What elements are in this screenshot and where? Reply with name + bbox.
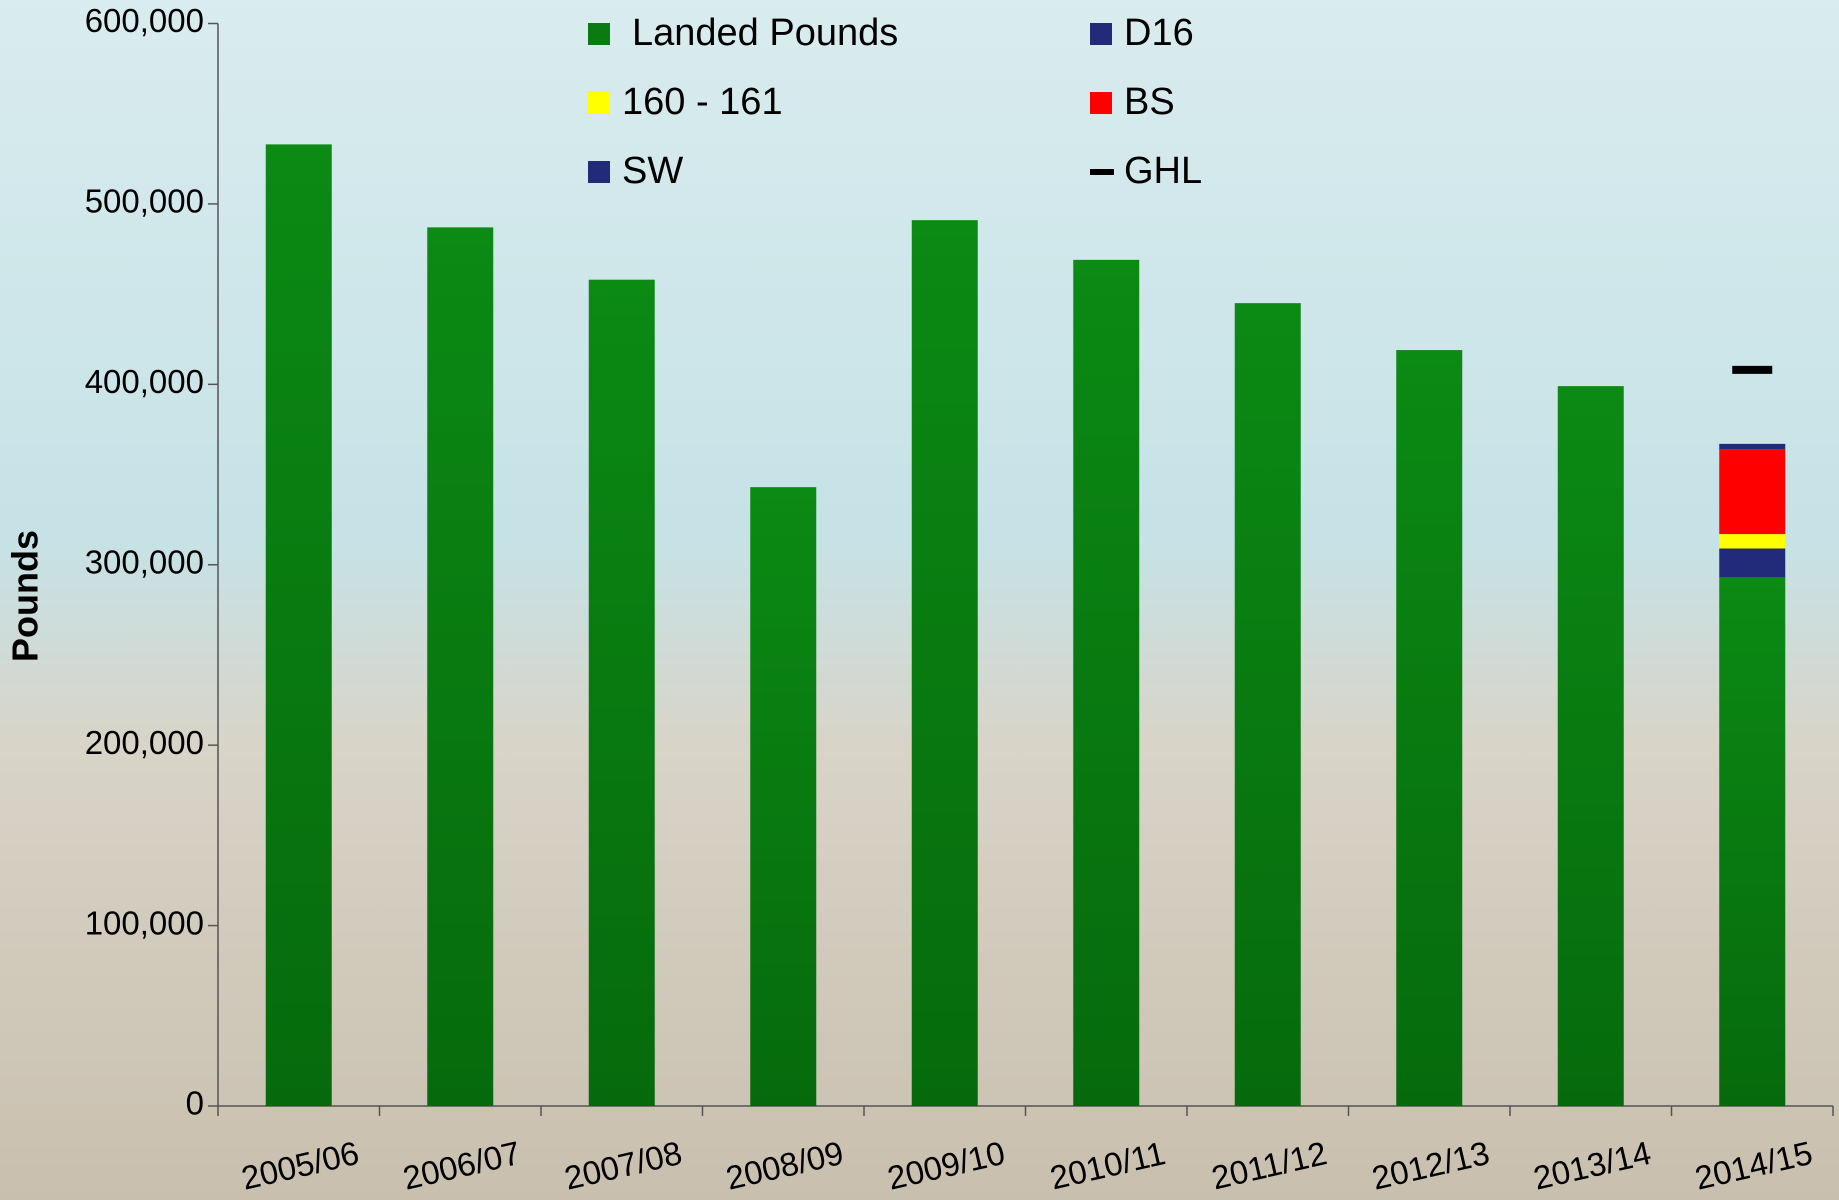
y-axis-title: Pounds bbox=[5, 530, 46, 662]
y-tick-label: 300,000 bbox=[85, 543, 204, 580]
bar-segment bbox=[427, 227, 494, 1106]
legend-swatch bbox=[588, 161, 610, 183]
legend-swatch bbox=[588, 23, 610, 45]
bar-segment bbox=[750, 487, 817, 1106]
bar-segment bbox=[588, 279, 655, 1107]
legend-label: D16 bbox=[1124, 12, 1194, 54]
bar-segment bbox=[1073, 259, 1140, 1106]
y-tick-label: 600,000 bbox=[85, 2, 204, 39]
bar-segment bbox=[1557, 386, 1624, 1106]
y-tick-label: 100,000 bbox=[85, 904, 204, 941]
legend-label: GHL bbox=[1124, 150, 1202, 192]
bar-segment bbox=[1719, 577, 1786, 1106]
legend-label: BS bbox=[1124, 81, 1175, 123]
y-tick-label: 400,000 bbox=[85, 363, 204, 400]
y-tick-label: 500,000 bbox=[85, 183, 204, 220]
legend-swatch bbox=[1090, 92, 1112, 114]
bar-segment bbox=[911, 220, 978, 1106]
bar-segment bbox=[265, 144, 332, 1107]
y-tick-label: 0 bbox=[186, 1085, 204, 1122]
legend-label: 160 - 161 bbox=[622, 81, 783, 123]
bar-segment bbox=[1396, 350, 1463, 1106]
y-tick-label: 200,000 bbox=[85, 724, 204, 761]
bar-segment bbox=[1719, 443, 1786, 450]
legend-swatch bbox=[1090, 23, 1112, 45]
legend-swatch bbox=[588, 92, 610, 114]
bar-segment bbox=[1719, 534, 1786, 549]
legend-label: SW bbox=[622, 150, 683, 192]
bar-segment bbox=[1234, 303, 1301, 1106]
legend-label: Landed Pounds bbox=[632, 12, 898, 54]
bar-segment bbox=[1719, 449, 1786, 535]
bar-segment bbox=[1719, 548, 1786, 578]
